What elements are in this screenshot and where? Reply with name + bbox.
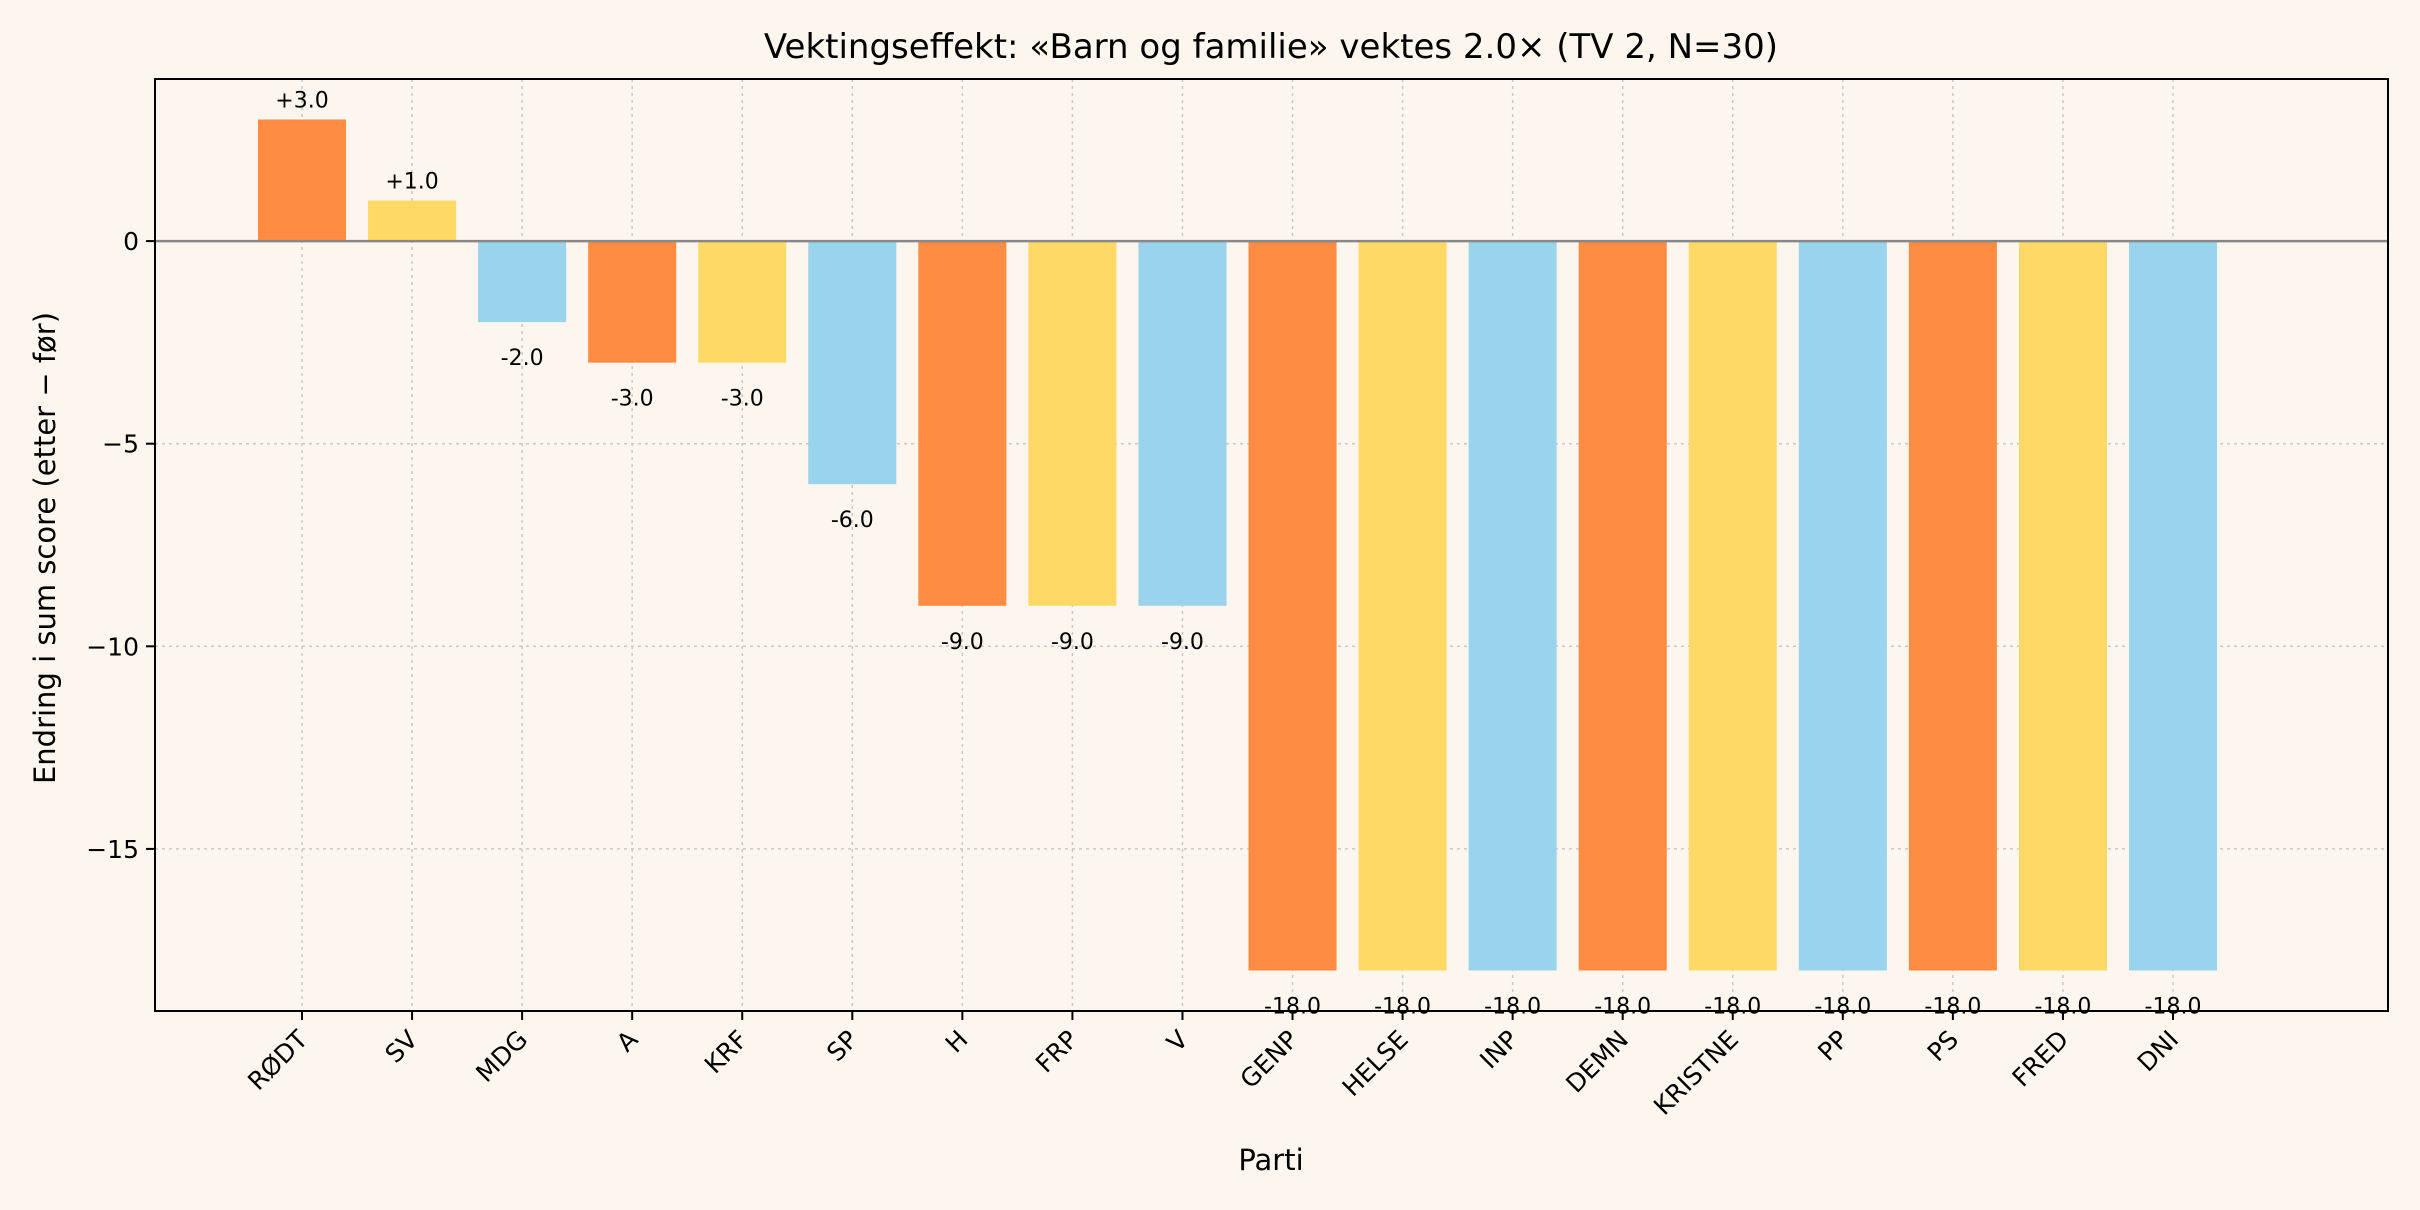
x-axis: RØDT SV MDG A KRF SP H FRP V GENP HELSE INP DEMN KRIS… — [242, 1011, 2184, 1121]
bar-inp — [1468, 241, 1557, 971]
bar-fred — [2018, 241, 2107, 971]
x-tick-label: GENP — [1235, 1025, 1304, 1094]
data-label: -9.0 — [941, 630, 984, 655]
data-labels: +3.0+1.0-2.0-3.0 -3.0-6.0-9.0 -9.0 -9.0-18.… — [275, 89, 2201, 1020]
x-axis-label: Parti — [1238, 1143, 1303, 1177]
bar-v — [1138, 241, 1227, 606]
data-label: -2.0 — [501, 346, 544, 371]
x-tick-label: KRISTNE — [1648, 1025, 1744, 1121]
plot-frame — [154, 78, 2389, 1012]
x-tick-label: HELSE — [1337, 1025, 1414, 1102]
bar-sp — [808, 241, 897, 485]
x-tick-label: PP — [1812, 1025, 1854, 1067]
data-label: -9.0 — [1161, 630, 1204, 655]
y-tick-label: −10 — [86, 632, 139, 661]
x-tick-label: MDG — [470, 1025, 533, 1088]
y-axis-label: Endring i sum score (etter − før) — [28, 312, 62, 784]
x-tick-label: DNI — [2132, 1025, 2185, 1078]
data-label: +3.0 — [275, 89, 328, 114]
bar-dni — [2128, 241, 2218, 971]
bar-kristne — [1688, 241, 1777, 971]
grid-lines — [155, 79, 2388, 1011]
data-label: -3.0 — [611, 387, 654, 412]
x-tick-label: KRF — [699, 1025, 754, 1080]
y-tick-label: 0 — [123, 227, 139, 256]
bar-h — [918, 241, 1007, 606]
chart-title: Vektingseffekt: «Barn og familie» vektes… — [764, 27, 1778, 67]
x-tick-label: A — [611, 1025, 644, 1058]
bars — [155, 119, 2388, 971]
bar-ps — [1908, 241, 1997, 971]
y-tick-label: −15 — [86, 835, 139, 864]
bar-krf — [698, 241, 787, 363]
bar-frp — [1028, 241, 1117, 606]
x-tick-label: RØDT — [242, 1024, 314, 1096]
data-label: -3.0 — [721, 387, 764, 412]
x-tick-label: SP — [821, 1025, 863, 1067]
data-label: +1.0 — [385, 170, 438, 195]
bar-a — [588, 241, 677, 363]
x-tick-label: INP — [1474, 1025, 1524, 1075]
y-axis: 0 −5 −10 −15 — [86, 227, 155, 864]
bar-genp — [1248, 241, 1337, 971]
x-tick-label: FRED — [2006, 1025, 2074, 1093]
x-tick-label: H — [940, 1025, 974, 1059]
y-tick-label: −5 — [102, 430, 139, 459]
x-tick-label: SV — [379, 1025, 423, 1069]
bar-demn — [1578, 241, 1667, 971]
x-tick-label: PS — [1922, 1025, 1964, 1067]
data-label: -6.0 — [831, 508, 874, 533]
x-tick-label: DEMN — [1560, 1025, 1634, 1099]
x-tick-label: V — [1161, 1025, 1194, 1058]
bar-helse — [1358, 241, 1447, 971]
bar-sv — [368, 200, 457, 242]
data-label: -9.0 — [1051, 630, 1094, 655]
bar-pp — [1798, 241, 1887, 971]
x-tick-label: FRP — [1030, 1025, 1084, 1079]
bar-mdg — [478, 241, 567, 323]
bar-rødt — [257, 119, 347, 242]
